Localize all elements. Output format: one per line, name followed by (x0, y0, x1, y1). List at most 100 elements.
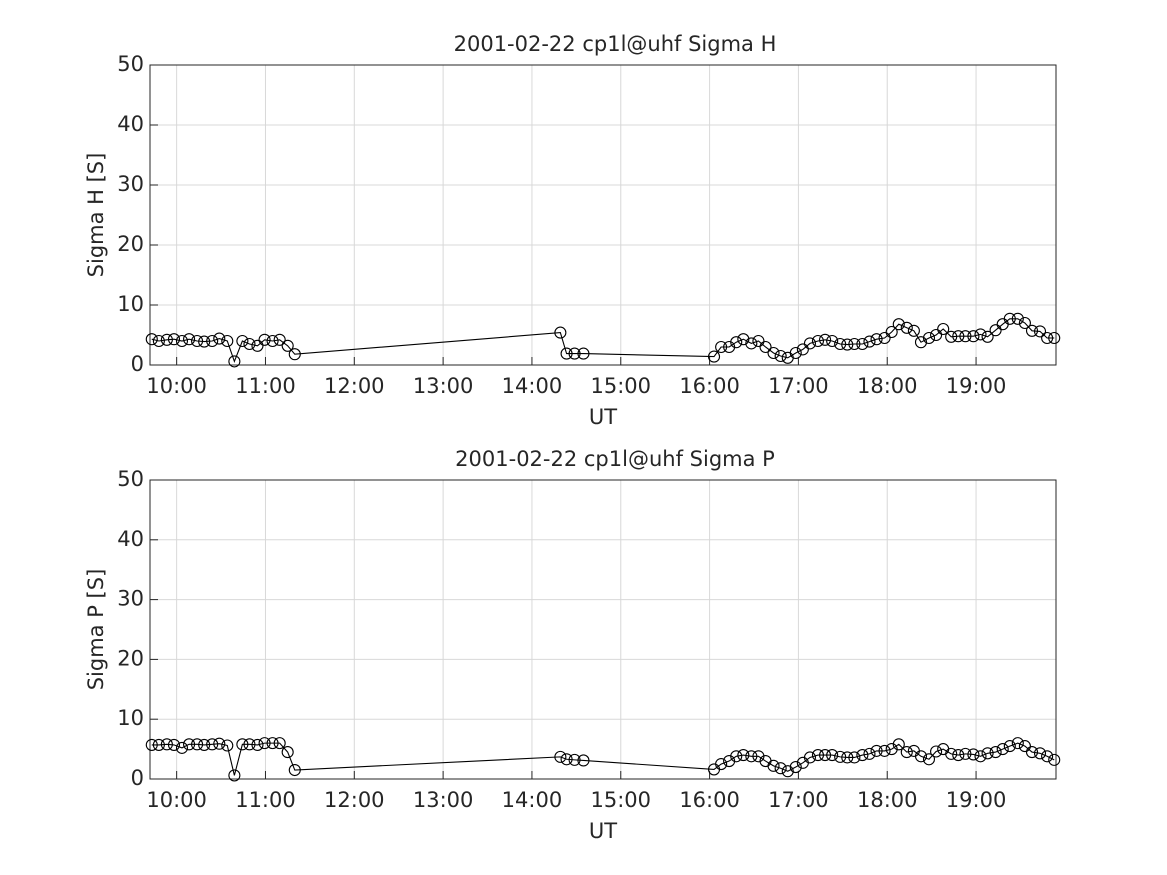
data-point (730, 750, 743, 763)
data-point (803, 751, 817, 764)
x-axis-label: UT (589, 819, 617, 843)
data-point (922, 331, 936, 345)
data-point (922, 753, 936, 766)
data-point (191, 334, 204, 348)
data-point (945, 747, 958, 760)
x-tick-label: 16:00 (679, 374, 740, 398)
data-point (568, 347, 581, 360)
data-point (848, 751, 861, 764)
data-point (841, 338, 854, 351)
data-point (789, 346, 802, 360)
data-point (577, 347, 590, 360)
data-point (730, 336, 743, 349)
data-point (937, 322, 950, 336)
plot-frame (149, 479, 1057, 780)
data-point (1048, 753, 1061, 766)
data-point (930, 328, 943, 342)
data-point (767, 346, 780, 360)
data-point (870, 333, 883, 346)
data-point (952, 330, 965, 343)
data-point (878, 744, 891, 757)
data-point (198, 335, 211, 348)
data-point (834, 337, 847, 351)
data-point (715, 757, 728, 771)
x-tick-label: 13:00 (413, 788, 474, 812)
data-point (767, 759, 780, 772)
data-point (811, 334, 825, 348)
data-point (900, 321, 913, 334)
data-point (273, 737, 286, 750)
x-tick-label: 15:00 (590, 374, 651, 398)
data-point (952, 749, 965, 762)
data-point (145, 738, 158, 751)
data-point (945, 330, 958, 343)
x-tick-label: 10:00 (146, 788, 207, 812)
data-point (996, 743, 1009, 756)
data-point (281, 746, 294, 759)
data-point (1033, 747, 1047, 760)
data-point (175, 741, 189, 754)
data-point (841, 751, 854, 764)
x-tick-label: 17:00 (768, 788, 829, 812)
data-point (789, 760, 802, 774)
data-point (1011, 312, 1024, 325)
data-point (914, 336, 928, 349)
data-point (826, 749, 839, 762)
data-point (892, 318, 905, 331)
data-point (160, 738, 173, 751)
data-point (967, 748, 980, 761)
data-point (288, 348, 301, 361)
data-point (152, 738, 165, 751)
data-point (213, 737, 226, 750)
data-point (221, 334, 234, 348)
y-tick-label: 50 (117, 467, 144, 491)
data-point (206, 334, 219, 348)
data-point (959, 747, 972, 760)
data-point (152, 334, 165, 348)
data-point (856, 749, 869, 762)
y-tick-label: 10 (117, 706, 144, 730)
y-tick-label: 40 (117, 112, 144, 136)
x-tick-label: 17:00 (768, 374, 829, 398)
data-point (907, 324, 920, 337)
data-point (892, 738, 905, 751)
data-point (737, 333, 750, 346)
x-tick-label: 12:00 (324, 374, 385, 398)
data-point (243, 738, 256, 751)
x-tick-label: 16:00 (679, 788, 740, 812)
data-point (974, 328, 987, 341)
data-point (1018, 740, 1031, 753)
data-point (796, 343, 809, 356)
data-point (236, 334, 249, 348)
data-point (707, 350, 721, 363)
x-tick-label: 13:00 (413, 374, 474, 398)
data-point (167, 333, 181, 346)
chart-title: 2001-02-22 cp1l@uhf Sigma P (455, 447, 775, 471)
data-point (863, 335, 876, 348)
y-tick-label: 30 (117, 172, 144, 196)
data-point (834, 750, 847, 763)
data-point (175, 334, 189, 348)
data-point (251, 339, 264, 352)
data-point (281, 339, 294, 352)
data-point (145, 333, 158, 346)
data-point (914, 750, 928, 763)
data-point (974, 750, 987, 763)
data-point (863, 747, 876, 760)
data-point (191, 738, 204, 751)
chart-title: 2001-02-22 cp1l@uhf Sigma H (454, 32, 777, 56)
x-tick-label: 10:00 (146, 374, 207, 398)
data-point (774, 349, 787, 363)
y-tick-label: 40 (117, 527, 144, 551)
plot-area (150, 65, 1056, 365)
data-point (737, 749, 750, 762)
data-point (826, 334, 839, 348)
x-tick-label: 11:00 (235, 374, 296, 398)
data-point (781, 765, 794, 778)
data-point (774, 762, 787, 775)
data-point (266, 334, 279, 348)
data-point (183, 738, 196, 751)
y-tick-label: 50 (117, 52, 144, 76)
